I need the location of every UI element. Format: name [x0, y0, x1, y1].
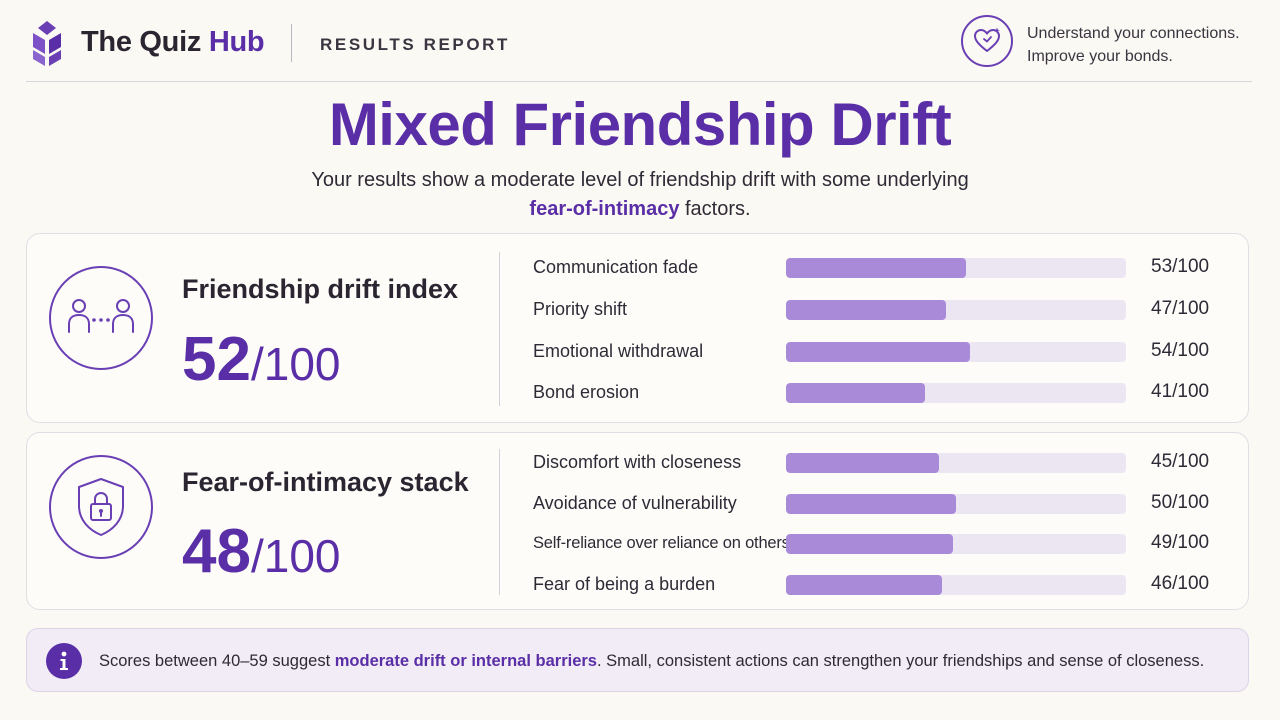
intimacy-factor-list: Discomfort with closeness 45/100 Avoidance… [533, 433, 1233, 609]
factor-row: Communication fade 53/100 [533, 251, 1233, 283]
factor-bar-fill [786, 575, 943, 595]
brand-name-main: The Quiz [81, 26, 209, 58]
header-divider [291, 24, 292, 62]
lotus-logo-icon [33, 21, 61, 66]
factor-bar-track [786, 383, 1126, 403]
page-subtitle: Your results show a moderate level of fr… [240, 166, 1040, 224]
subtitle-text: Your results show a moderate level of fr… [311, 169, 969, 191]
people-connection-icon [49, 266, 153, 370]
factor-score: 49/100 [1151, 532, 1210, 553]
factor-bar-fill [786, 300, 946, 320]
factor-row: Self-reliance over reliance on others 49/… [533, 527, 1233, 559]
brand-name-accent: Hub [208, 26, 265, 58]
card-divider [499, 252, 500, 406]
subtitle-emphasis: fear-of-intimacy [529, 198, 680, 220]
note-emphasis: moderate drift or internal barriers [334, 652, 597, 670]
page-title: Mixed Friendship Drift [328, 91, 952, 158]
drift-index-card: Friendship drift index 52/100 Communicat… [26, 233, 1249, 423]
brand-name[interactable]: The Quiz Hub [81, 26, 265, 59]
factor-bar-fill [786, 494, 956, 514]
factor-score: 53/100 [1151, 256, 1210, 277]
factor-bar-track [786, 494, 1126, 514]
factor-label: Bond erosion [533, 382, 640, 402]
factor-row: Fear of being a burden 46/100 [533, 568, 1233, 600]
factor-bar-fill [786, 342, 970, 362]
factor-bar-track [786, 342, 1126, 362]
tagline-line-1: Understand your connections. [1027, 25, 1240, 42]
intimacy-stack-score: 48/100 [182, 521, 341, 583]
intimacy-stack-card: Fear-of-intimacy stack 48/100 Discomfort… [26, 432, 1249, 610]
tagline: Understand your connections. Improve you… [1027, 22, 1257, 68]
subtitle-text-end: factors. [679, 198, 751, 220]
intimacy-stack-label: Fear-of-intimacy stack [182, 467, 469, 497]
info-icon[interactable] [46, 643, 82, 679]
factor-bar-fill [786, 534, 953, 554]
factor-bar-fill [786, 258, 967, 278]
drift-index-value: 52 [182, 325, 251, 394]
page-header: The Quiz Hub RESULTS REPORT Understand y… [26, 0, 1252, 82]
factor-score: 54/100 [1151, 340, 1210, 361]
drift-factor-list: Communication fade 53/100 Priority shift 47… [533, 234, 1233, 422]
intimacy-stack-max: /100 [250, 530, 341, 582]
factor-label: Avoidance of vulnerability [533, 493, 737, 513]
score-guidance-note: Scores between 40–59 suggest moderate dr… [26, 628, 1249, 692]
heart-sparkle-icon [961, 15, 1013, 67]
factor-label: Priority shift [533, 299, 628, 319]
factor-score: 41/100 [1151, 381, 1210, 402]
factor-label: Communication fade [533, 257, 699, 277]
factor-score: 45/100 [1151, 451, 1210, 472]
factor-row: Emotional withdrawal 54/100 [533, 335, 1233, 367]
factor-label: Emotional withdrawal [533, 341, 704, 361]
factor-bar-fill [786, 383, 926, 403]
note-text: Scores between 40–59 suggest moderate dr… [99, 629, 1204, 693]
factor-bar-track [786, 300, 1126, 320]
factor-bar-track [786, 453, 1126, 473]
drift-index-max: /100 [250, 338, 341, 390]
factor-row: Discomfort with closeness 45/100 [533, 446, 1233, 478]
factor-score: 46/100 [1151, 573, 1210, 594]
drift-index-label: Friendship drift index [182, 274, 459, 304]
factor-row: Avoidance of vulnerability 50/100 [533, 487, 1233, 519]
factor-row: Priority shift 47/100 [533, 293, 1233, 325]
intimacy-stack-value: 48 [182, 517, 251, 586]
factor-row: Bond erosion 41/100 [533, 376, 1233, 408]
factor-label: Discomfort with closeness [533, 452, 742, 472]
factor-label: Self-reliance over reliance on others [533, 534, 790, 552]
note-text-end: . Small, consistent actions can strength… [597, 652, 1205, 670]
drift-index-score: 52/100 [182, 329, 341, 391]
factor-bar-track [786, 258, 1126, 278]
shield-lock-icon [49, 455, 153, 559]
factor-score: 50/100 [1151, 492, 1210, 513]
factor-label: Fear of being a burden [533, 574, 716, 594]
factor-bar-track [786, 575, 1126, 595]
factor-bar-fill [786, 453, 939, 473]
card-divider [499, 449, 500, 595]
factor-score: 47/100 [1151, 298, 1210, 319]
note-text-start: Scores between 40–59 suggest [99, 652, 335, 670]
factor-bar-track [786, 534, 1126, 554]
tagline-line-2: Improve your bonds. [1027, 48, 1173, 65]
report-label: RESULTS REPORT [320, 35, 511, 54]
